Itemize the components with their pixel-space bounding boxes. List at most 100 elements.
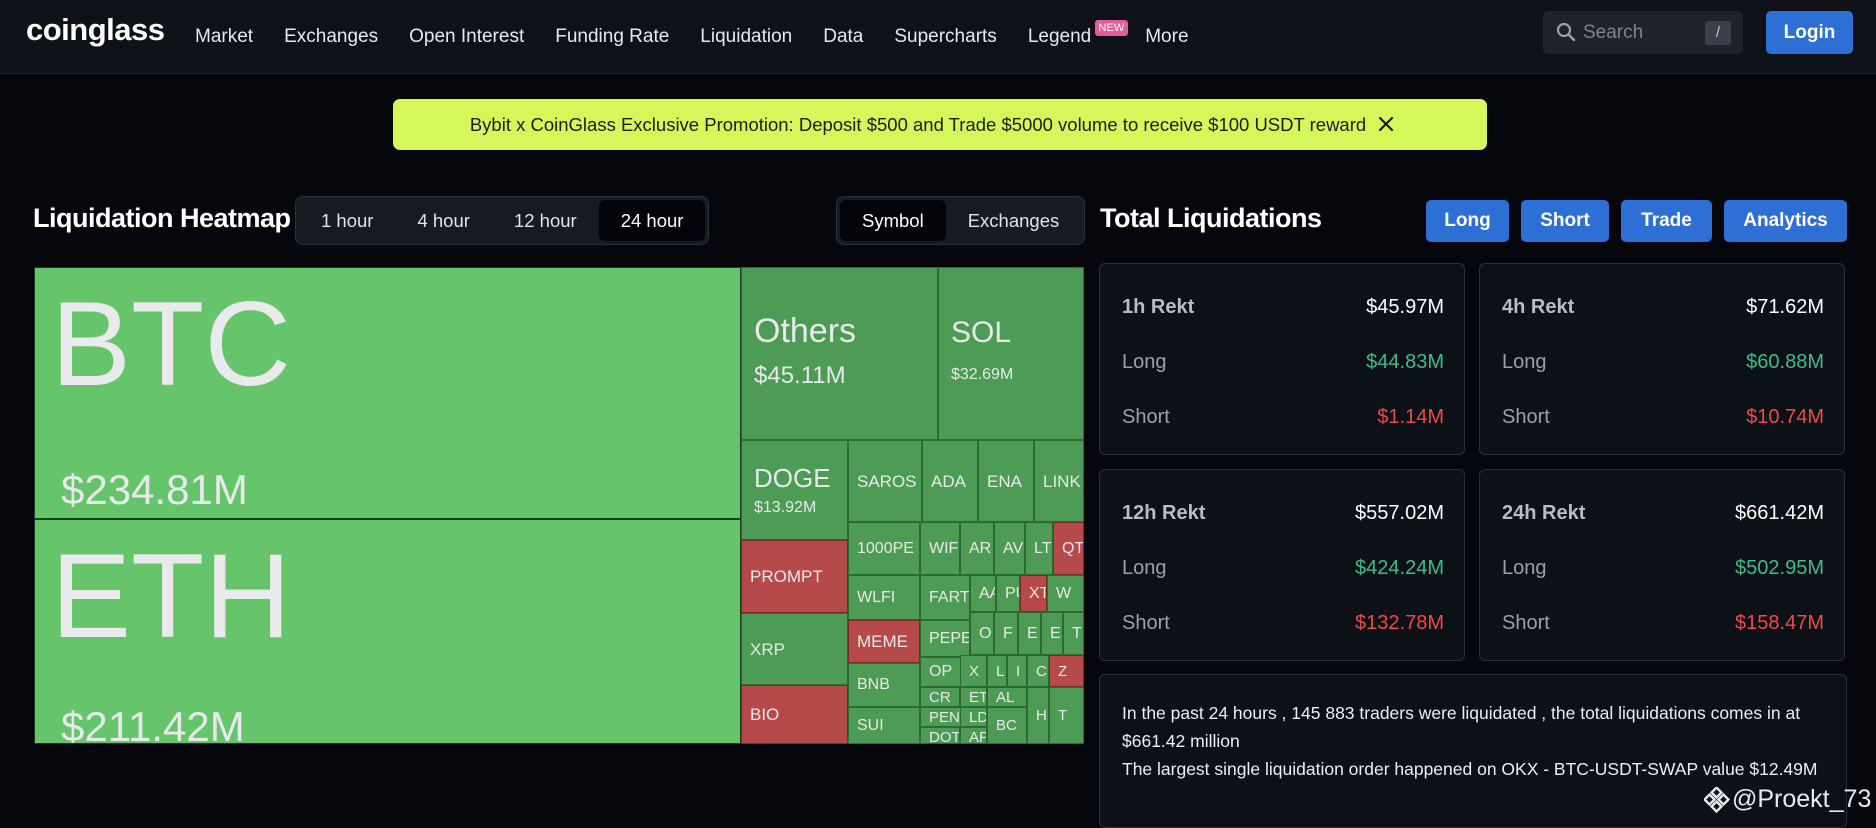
nav-item-funding-rate[interactable]: Funding Rate: [555, 26, 670, 47]
tab-exchanges[interactable]: Exchanges: [967, 210, 1060, 231]
nav-item-exchanges[interactable]: Exchanges: [284, 26, 379, 47]
heatmap-tile-prompt[interactable]: PROMPT: [741, 540, 848, 613]
heatmap-tile-sui[interactable]: SUI: [848, 707, 920, 744]
heatmap-tile-ar[interactable]: AR: [960, 522, 994, 575]
short-button[interactable]: Short: [1521, 200, 1609, 242]
nav-item-legend[interactable]: Legend NEW: [1028, 20, 1129, 48]
tab-12-hour[interactable]: 12 hour: [513, 210, 577, 231]
tile-symbol: SUI: [857, 716, 884, 734]
heatmap-tile-z[interactable]: Z: [1049, 655, 1084, 687]
card-label: 4h Rekt: [1502, 296, 1575, 318]
diamond-logo-icon: [1704, 786, 1730, 813]
heatmap-tile-aa[interactable]: AA: [970, 575, 996, 612]
heatmap-tile-1000pe[interactable]: 1000PE: [848, 522, 920, 575]
heatmap-tile-lt[interactable]: LT: [1025, 522, 1053, 575]
search-box[interactable]: /: [1543, 11, 1743, 54]
tile-symbol: PU: [1005, 584, 1019, 602]
heatmap-tile-eth[interactable]: ETH $211.42M: [34, 519, 741, 744]
long-label: Long: [1502, 557, 1547, 579]
heatmap-tile-others[interactable]: Others $45.11M: [741, 267, 938, 440]
heatmap-tile-qt[interactable]: QT: [1053, 522, 1084, 575]
nav-item-data[interactable]: Data: [823, 26, 864, 47]
rekt-card-24h: 24h Rekt $661.42M Long $502.95M Short $158.…: [1479, 469, 1845, 661]
tile-symbol: XT: [1029, 584, 1046, 602]
nav-item-more[interactable]: More: [1145, 26, 1189, 47]
heatmap-tile-sol[interactable]: SOL $32.69M: [938, 267, 1084, 440]
heatmap-tile-x[interactable]: X: [960, 655, 987, 687]
heatmap-tile-h[interactable]: H: [1027, 687, 1049, 744]
heatmap-tile-ada[interactable]: ADA: [922, 440, 978, 522]
tile-symbol: T: [1072, 624, 1082, 642]
heatmap-tile-w[interactable]: W: [1047, 575, 1084, 612]
long-button[interactable]: Long: [1426, 200, 1509, 242]
card-label: 24h Rekt: [1502, 502, 1586, 524]
heatmap-tile-c[interactable]: C: [1027, 655, 1049, 687]
heatmap-tile-ld[interactable]: LD: [960, 707, 987, 727]
heatmap-tile-pepe[interactable]: PEPE: [920, 620, 970, 657]
rekt-card-1h: 1h Rekt $45.97M Long $44.83M Short $1.14M: [1099, 263, 1465, 455]
heatmap-tile-av[interactable]: AV: [994, 522, 1025, 575]
nav-item-supercharts[interactable]: Supercharts: [894, 26, 997, 47]
heatmap-tile-bc[interactable]: BC: [987, 707, 1027, 744]
heatmap-tile-wif[interactable]: WIF: [920, 522, 960, 575]
heatmap-tile-al[interactable]: AL: [987, 687, 1027, 707]
tile-symbol: X: [969, 662, 980, 680]
promo-text[interactable]: Bybit x CoinGlass Exclusive Promotion: D…: [469, 113, 1367, 135]
tile-symbol: ET: [969, 689, 987, 706]
heatmap-tile-o[interactable]: O: [970, 612, 994, 655]
nav-item-liquidation[interactable]: Liquidation: [700, 26, 793, 47]
heatmap-tile-ap[interactable]: AP: [960, 727, 987, 744]
long-value: $502.95M: [1735, 557, 1824, 579]
heatmap-tile-l[interactable]: L: [987, 655, 1007, 687]
heatmap-tile-pu[interactable]: PU: [996, 575, 1020, 612]
watermark-text: @Proekt_73: [1732, 785, 1872, 813]
search-input[interactable]: [1583, 11, 1703, 54]
heatmap-tile-ena[interactable]: ENA: [978, 440, 1034, 522]
heatmap-tile-dot[interactable]: DOT: [920, 727, 960, 744]
heatmap-tile-e[interactable]: E: [1041, 612, 1063, 655]
tile-value: $211.42M: [61, 703, 245, 744]
heatmap-tile-bnb[interactable]: BNB: [848, 663, 920, 707]
analytics-button[interactable]: Analytics: [1724, 200, 1847, 242]
heatmap-tile-doge[interactable]: DOGE $13.92M: [741, 440, 848, 540]
nav-menu: Market Exchanges Open Interest Funding R…: [195, 0, 1220, 74]
heatmap-tile-i[interactable]: I: [1007, 655, 1027, 687]
tile-symbol: WLFI: [857, 588, 896, 606]
short-value: $10.74M: [1746, 406, 1824, 428]
tab-24-hour[interactable]: 24 hour: [598, 200, 706, 241]
tab-4-hour[interactable]: 4 hour: [417, 210, 470, 231]
nav-item-open-interest[interactable]: Open Interest: [409, 26, 525, 47]
heatmap-tile-fart[interactable]: FART: [920, 575, 970, 620]
heatmap-tile-t[interactable]: T: [1049, 687, 1084, 744]
heatmap-tile-f[interactable]: F: [994, 612, 1018, 655]
tile-symbol: L: [996, 662, 1005, 680]
heatmap-tile-saros[interactable]: SAROS: [848, 440, 922, 522]
heatmap-tile-link[interactable]: LINK: [1034, 440, 1084, 522]
heatmap-tile-btc[interactable]: BTC $234.81M: [34, 267, 741, 519]
heatmap-tile-bio[interactable]: BIO: [741, 685, 848, 744]
trade-button[interactable]: Trade: [1621, 200, 1712, 242]
tile-symbol: AA: [979, 584, 995, 602]
heatmap-tile-et[interactable]: ET: [960, 687, 987, 707]
search-icon: [1556, 22, 1576, 42]
heatmap-tile-xt[interactable]: XT: [1020, 575, 1047, 612]
tab-1-hour[interactable]: 1 hour: [321, 210, 374, 231]
heatmap-tile-wlfi[interactable]: WLFI: [848, 575, 920, 620]
logo[interactable]: coinglass: [26, 12, 165, 47]
heatmap-tile-peng[interactable]: PENG: [920, 707, 970, 727]
tab-symbol[interactable]: Symbol: [840, 200, 946, 241]
tile-symbol: AV: [1003, 539, 1024, 557]
heatmap-tile-e[interactable]: E: [1018, 612, 1041, 655]
heatmap-tile-xrp[interactable]: XRP: [741, 613, 848, 685]
heatmap-tile-cr[interactable]: CR: [920, 687, 960, 707]
tile-symbol: H: [1036, 707, 1047, 724]
close-icon[interactable]: [1375, 113, 1397, 135]
heatmap-tile-meme[interactable]: MEME: [848, 620, 920, 663]
tile-value: $13.92M: [754, 499, 817, 516]
login-button[interactable]: Login: [1766, 11, 1853, 54]
nav-item-market[interactable]: Market: [195, 26, 254, 47]
tile-symbol: PEPE: [929, 629, 970, 647]
heatmap-tile-t[interactable]: T: [1063, 612, 1084, 655]
tile-symbol: PENG: [929, 709, 970, 726]
total-liquidations-title: Total Liquidations: [1100, 203, 1322, 233]
